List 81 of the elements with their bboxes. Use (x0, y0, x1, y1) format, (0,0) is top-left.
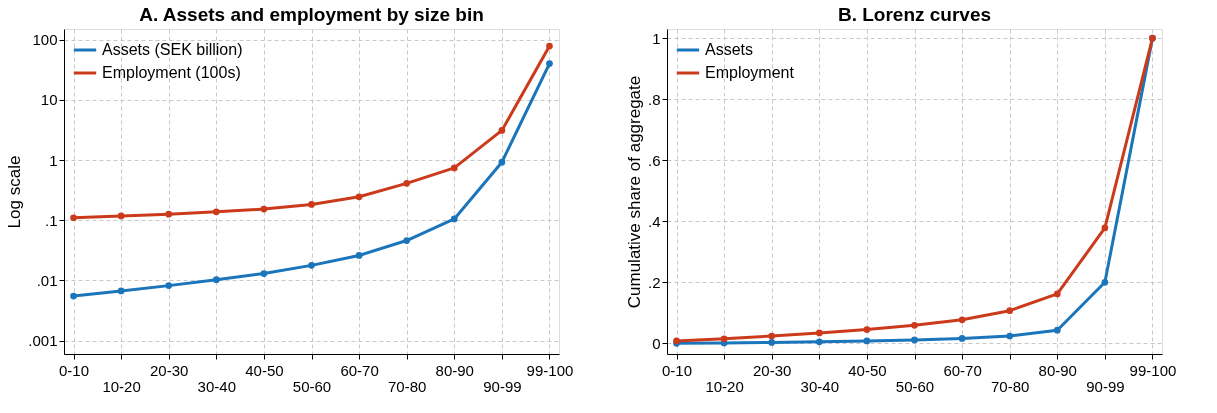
x-tick-label: 60-70 (943, 361, 982, 379)
x-tick-label: 10-20 (705, 377, 744, 395)
y-tick-label: 0 (652, 334, 661, 352)
point (403, 179, 411, 187)
x-tick-label: 50-60 (895, 377, 935, 395)
x-tick-label: 60-70 (340, 361, 379, 379)
x-tick-label: 20-30 (150, 361, 189, 379)
point (768, 332, 776, 340)
point (117, 287, 125, 295)
x-tick-label: 40-50 (848, 361, 887, 379)
x-tick-label: 80-90 (435, 361, 474, 379)
point (260, 205, 268, 213)
point (498, 158, 506, 166)
x-tick-label: 0-10 (59, 361, 90, 379)
point (1053, 326, 1061, 334)
point (212, 208, 220, 216)
x-tick-label: 70-80 (388, 377, 427, 395)
point (212, 276, 220, 284)
point (1101, 224, 1109, 232)
point (403, 237, 411, 244)
legend-label: Employment (705, 64, 795, 81)
point (498, 127, 506, 134)
legend-label: Employment (100s) (102, 64, 241, 81)
point (450, 164, 458, 172)
point (165, 210, 173, 218)
point (308, 262, 315, 269)
x-tick-label: 10-20 (102, 377, 141, 395)
point (308, 201, 315, 208)
y-tick-label: .4 (647, 212, 661, 230)
point (911, 336, 918, 344)
y-tick-label: .6 (647, 151, 661, 169)
y-tick-label: 1 (652, 29, 661, 47)
point (958, 335, 966, 342)
point (117, 212, 125, 220)
x-tick-label: 99-100 (526, 361, 574, 379)
y-tick-label: .01 (36, 271, 58, 289)
point (70, 292, 77, 300)
point (355, 193, 363, 201)
x-tick-label: 80-90 (1038, 361, 1077, 379)
legend-label: Assets (705, 41, 754, 58)
point (1006, 307, 1014, 315)
point (546, 60, 553, 67)
point (863, 337, 871, 345)
chart-title: B. Lorenz curves (837, 4, 992, 25)
point (1006, 332, 1014, 340)
y-tick-label: .001 (28, 332, 58, 350)
y-axis-title: Cumulative share of aggregate (624, 75, 644, 309)
point (165, 282, 173, 289)
point (1101, 278, 1109, 286)
y-tick-label: .2 (647, 273, 661, 291)
y-tick-label: .1 (44, 211, 58, 229)
y-tick-label: 100 (32, 31, 58, 49)
point (815, 329, 823, 337)
x-tick-label: 30-40 (197, 377, 236, 395)
point (768, 339, 776, 346)
x-tick-label: 40-50 (245, 361, 284, 379)
point (720, 335, 728, 343)
y-tick-label: 1 (49, 151, 58, 169)
y-tick-label: .8 (647, 90, 661, 108)
x-tick-label: 20-30 (753, 361, 792, 379)
point (450, 215, 458, 223)
y-axis-title: Log scale (5, 155, 25, 229)
point (260, 270, 268, 277)
point (1053, 290, 1061, 298)
point (355, 252, 363, 259)
legend-label: Assets (SEK billion) (102, 41, 243, 58)
chart-title: A. Assets and employment by size bin (139, 4, 484, 25)
point (958, 316, 966, 324)
x-tick-label: 50-60 (292, 377, 332, 395)
point (70, 214, 77, 222)
point (863, 326, 871, 333)
point (546, 42, 553, 50)
x-tick-label: 90-99 (1086, 377, 1125, 395)
point (815, 338, 823, 346)
x-tick-label: 99-100 (1129, 361, 1177, 379)
y-tick-label: 10 (40, 91, 58, 109)
x-tick-label: 90-99 (483, 377, 522, 395)
x-tick-label: 30-40 (800, 377, 839, 395)
x-tick-label: 70-80 (991, 377, 1030, 395)
point (911, 321, 918, 329)
x-tick-label: 0-10 (662, 361, 693, 379)
